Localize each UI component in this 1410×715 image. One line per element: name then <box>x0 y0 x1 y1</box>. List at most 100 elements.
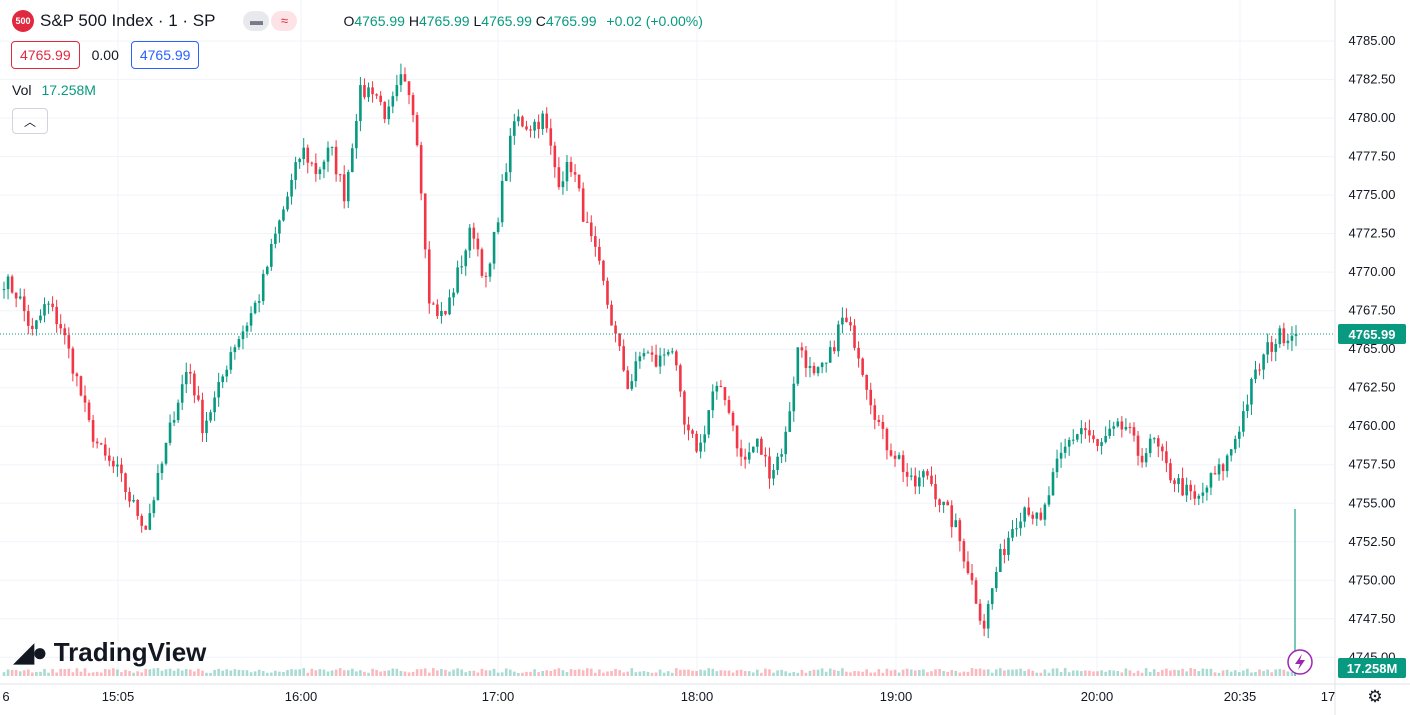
candle-body <box>444 310 447 315</box>
candle-body <box>517 116 520 122</box>
sell-button[interactable]: 4765.99 <box>11 41 80 69</box>
volume-bar <box>249 672 253 676</box>
candle-body <box>719 385 723 388</box>
volume-bar <box>51 669 54 676</box>
volume-bar <box>784 671 787 676</box>
candle-body <box>318 169 322 175</box>
tradingview-logo[interactable]: ◢● TradingView <box>14 637 206 668</box>
volume-bar <box>768 669 771 676</box>
volume-bar <box>1120 672 1124 676</box>
candle-body <box>999 548 1002 572</box>
candle-body <box>221 376 225 383</box>
volume-bar <box>1055 668 1059 676</box>
candle-body <box>351 148 354 173</box>
symbol-logo: 500 <box>12 10 34 32</box>
volume-bar <box>812 669 816 676</box>
volume-bar <box>140 672 144 676</box>
candle-body <box>326 147 330 162</box>
volume-bar <box>14 670 18 676</box>
x-tick-label: 17:00 <box>482 689 515 704</box>
candle-body <box>950 505 954 528</box>
volume-bar <box>6 669 10 676</box>
candle-body <box>480 249 484 276</box>
volume-bar <box>432 668 435 676</box>
candle-body <box>533 121 536 131</box>
candle-body <box>569 161 573 173</box>
candle-body <box>120 464 123 474</box>
volume-bar <box>407 672 411 676</box>
candle-body <box>638 356 642 362</box>
candle-body <box>116 464 119 467</box>
volume-bar <box>1193 669 1197 676</box>
volume-bar <box>950 670 954 676</box>
candle-body <box>618 333 621 347</box>
volume-bar <box>10 669 14 676</box>
collapse-button[interactable]: ︿ <box>12 108 48 134</box>
candle-body <box>415 115 419 146</box>
candle-body <box>205 420 208 434</box>
volume-bar <box>120 672 123 676</box>
candle-body <box>176 402 180 421</box>
approx-icon[interactable]: ≈ <box>271 11 298 31</box>
candle-body <box>1071 439 1075 441</box>
candle-body <box>144 525 148 530</box>
candle-body <box>152 500 156 514</box>
candle-body <box>857 347 860 359</box>
volume-bar <box>974 668 978 676</box>
volume-bar <box>1047 672 1051 676</box>
volume-bar <box>132 672 135 676</box>
candle-body <box>132 499 135 502</box>
volume-bar <box>1067 672 1071 676</box>
volume-bar <box>274 670 277 676</box>
candle-body <box>1169 463 1172 481</box>
volume-bar <box>172 670 176 676</box>
candle-body <box>99 443 103 445</box>
chart-style-toggle[interactable]: ▬ ≈ <box>243 11 299 31</box>
candle-body <box>1148 438 1152 454</box>
volume-bar <box>565 672 569 676</box>
symbol-title[interactable]: S&P 500 Index · 1 · SP <box>40 11 216 30</box>
candle-body <box>140 515 144 526</box>
volume-bar <box>306 672 310 676</box>
volume-bar <box>193 671 196 676</box>
settings-icon[interactable]: ⚙ <box>1367 687 1383 706</box>
candle-body <box>1161 446 1164 452</box>
x-tick-label: 19:00 <box>880 689 913 704</box>
volume-bar <box>1080 671 1083 676</box>
candle-body <box>573 172 577 175</box>
candle-body <box>918 477 921 487</box>
candle-body <box>934 484 937 500</box>
minus-icon[interactable]: ▬ <box>243 11 270 31</box>
candle-body <box>909 475 913 477</box>
candle-body <box>962 541 966 562</box>
candle-body <box>1096 439 1099 446</box>
volume-bar <box>557 668 561 676</box>
candle-body <box>614 325 617 334</box>
volume-bar <box>909 669 913 676</box>
volume-bar <box>1229 671 1233 676</box>
candle-body <box>229 352 233 370</box>
volume-bar <box>760 672 763 676</box>
candle-body <box>812 366 816 374</box>
volume-bar <box>1108 670 1111 676</box>
volume-bar <box>1201 668 1205 676</box>
candle-body <box>27 311 30 326</box>
candle-body <box>743 456 747 460</box>
candle-body <box>419 145 423 194</box>
volume-bar <box>108 669 111 676</box>
flash-icon[interactable] <box>1287 649 1313 675</box>
candle-body <box>237 339 241 348</box>
candle-body <box>290 179 293 197</box>
volume-bar <box>464 672 468 676</box>
candle-body <box>464 250 468 267</box>
volume-bar <box>1096 671 1099 676</box>
candle-body <box>1270 342 1273 352</box>
volume-bar <box>1039 672 1043 676</box>
buy-button[interactable]: 4765.99 <box>130 41 200 69</box>
volume-bar <box>1266 669 1269 676</box>
candle-body <box>529 129 532 131</box>
candle-body <box>1035 512 1039 519</box>
volume-bar <box>160 670 164 676</box>
candle-body <box>626 370 630 389</box>
